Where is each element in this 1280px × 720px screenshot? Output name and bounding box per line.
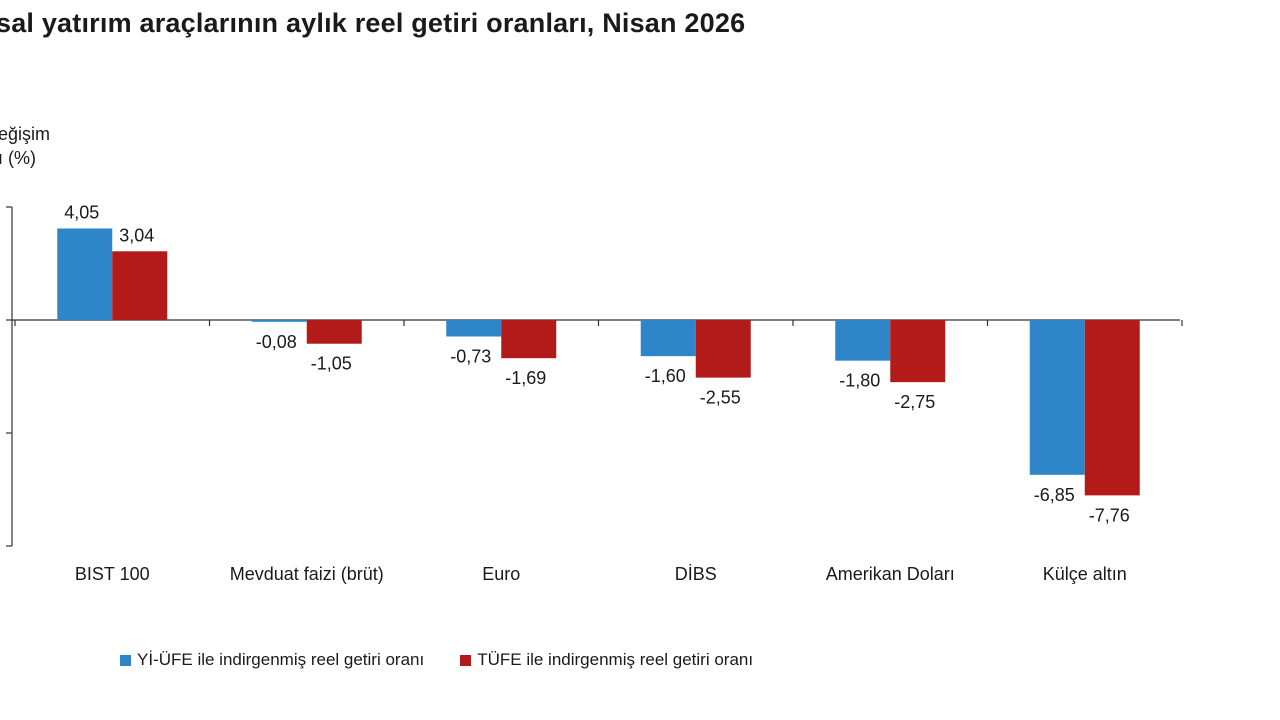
data-label: -1,80 (839, 371, 880, 391)
data-label: -0,73 (450, 346, 491, 366)
bar-tufe (112, 251, 168, 320)
bar-tufe (1084, 320, 1140, 496)
data-label: -0,08 (256, 332, 297, 352)
legend-item-tufe: TÜFE ile indirgenmiş reel getiri oranı (460, 650, 753, 670)
y-axis-label-line-2: ı (%) (0, 148, 36, 168)
legend-label-yi-ufe: Yİ-ÜFE ile indirgenmiş reel getiri oranı (137, 650, 425, 669)
bar-yi-ufe (57, 228, 113, 320)
bar-tufe (890, 320, 946, 383)
data-label: 4,05 (64, 202, 99, 222)
chart-title: sal yatırım araçlarının aylık reel getir… (0, 8, 746, 38)
category-label: Amerikan Doları (826, 564, 955, 584)
data-label: -2,55 (700, 388, 741, 408)
category-label: Euro (482, 564, 520, 584)
bar-yi-ufe (251, 320, 307, 322)
data-label: -1,60 (645, 366, 686, 386)
bar-chart: 4,05 3,04 BIST 100 -0,08 -1,05 Mevduat faizi … (6, 202, 1183, 584)
bar-tufe (501, 320, 557, 359)
y-axis-label-line-1: eğişim (0, 124, 51, 144)
data-label: -1,05 (311, 354, 352, 374)
legend-label-tufe: TÜFE ile indirgenmiş reel getiri oranı (477, 650, 754, 669)
data-label: -7,76 (1089, 505, 1130, 525)
data-label: -6,85 (1034, 485, 1075, 505)
category-label: BIST 100 (75, 564, 150, 584)
bar-yi-ufe (835, 320, 891, 361)
category-label: Külçe altın (1043, 564, 1127, 584)
data-label: -2,75 (894, 392, 935, 412)
legend: Yİ-ÜFE ile indirgenmiş reel getiri oranı… (120, 650, 753, 670)
category-label: DİBS (675, 564, 717, 584)
legend-swatch-tufe (460, 654, 472, 666)
bar-yi-ufe (640, 320, 696, 357)
data-label: -1,69 (505, 368, 546, 388)
data-label: 3,04 (119, 225, 154, 245)
bar-yi-ufe (446, 320, 502, 337)
bar-tufe (306, 320, 362, 344)
bar-yi-ufe (1029, 320, 1085, 475)
legend-item-yi-ufe: Yİ-ÜFE ile indirgenmiş reel getiri oranı (120, 650, 424, 670)
category-label: Mevduat faizi (brüt) (230, 564, 384, 584)
bar-tufe (695, 320, 751, 378)
legend-swatch-yi-ufe (120, 654, 131, 666)
